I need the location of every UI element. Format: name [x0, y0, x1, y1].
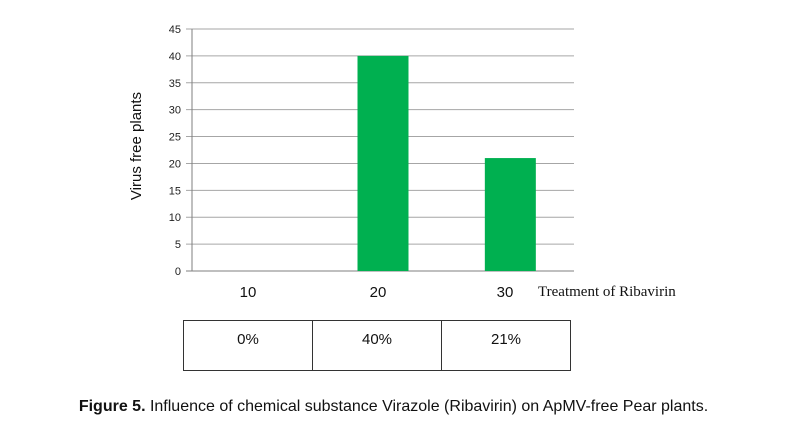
table-cell-1: 0%: [183, 320, 313, 371]
bar-20: [357, 55, 409, 272]
bars: [357, 55, 536, 272]
y-tick-label: 40: [169, 51, 181, 63]
y-axis-label: Virus free plants: [128, 92, 145, 200]
y-tick-label: 5: [175, 239, 181, 251]
table-cell-2: 40%: [312, 320, 442, 371]
figure-caption: Figure 5. Influence of chemical substanc…: [0, 398, 787, 416]
bar-chart: 0 5 10 15 20 25 30 35 40 45 10 20 30 Virus free pla…: [128, 24, 676, 301]
table-cell-3: 21%: [441, 320, 571, 371]
bar-30: [484, 158, 536, 271]
y-tick-label: 45: [169, 24, 181, 36]
x-category-label: 10: [240, 284, 257, 301]
y-tick-label: 35: [169, 78, 181, 90]
figure-label: Figure 5.: [78, 398, 146, 415]
y-tick-label: 10: [169, 212, 181, 224]
x-category-labels: 10 20 30: [240, 284, 514, 301]
x-category-label: 20: [370, 284, 387, 301]
x-category-label: 30: [497, 284, 514, 301]
percentage-table: 0% 40% 21%: [183, 320, 571, 371]
y-tick-label: 0: [175, 266, 181, 278]
table-row: 0% 40% 21%: [183, 320, 571, 371]
y-tick-labels: 0 5 10 15 20 25 30 35 40 45: [169, 24, 181, 278]
y-tick-label: 20: [169, 158, 181, 170]
y-tick-label: 30: [169, 105, 181, 117]
y-tick-label: 15: [169, 185, 181, 197]
caption-text: Influence of chemical substance Virazole…: [145, 398, 709, 415]
x-axis-label: Treatment of Ribavirin: [538, 284, 676, 300]
y-tick-label: 25: [169, 132, 181, 144]
